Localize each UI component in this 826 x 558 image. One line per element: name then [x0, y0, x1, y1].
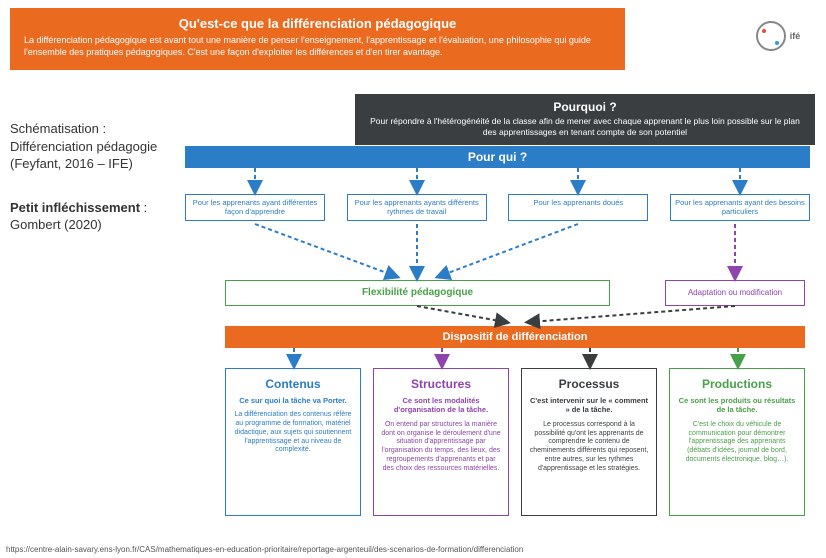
column-title: Processus: [528, 377, 650, 392]
column-subtitle: Ce sont les modalités d'organisation de …: [380, 396, 502, 415]
pourquoi-box: Pourquoi ? Pour répondre à l'hétérogénéi…: [355, 94, 815, 145]
pourquoi-title: Pourquoi ?: [365, 100, 805, 114]
column-subtitle: Ce sont les produits ou résultats de la …: [676, 396, 798, 415]
columns-row: Contenus Ce sur quoi la tâche va Porter.…: [225, 368, 805, 516]
column-subtitle: C'est intervenir sur le « comment » de l…: [528, 396, 650, 415]
arrow-box0-flex: [255, 224, 395, 276]
header-subtitle: La différenciation pédagogique est avant…: [24, 35, 611, 58]
pourqui-bar: Pour qui ?: [185, 146, 810, 168]
ife-logo-circle-icon: [756, 21, 786, 51]
column-body: On entend par structures la manière dont…: [380, 421, 502, 474]
column-productions: Productions Ce sont les produits ou résu…: [669, 368, 805, 516]
arrow-flex-device: [417, 306, 505, 322]
learner-box-3: Pour les apprenants ayant des besoins pa…: [670, 194, 810, 221]
left-line-2: Différenciation pédagogie: [10, 138, 175, 156]
ife-logo: ifé: [748, 16, 808, 56]
left-line-1: Schématisation :: [10, 120, 175, 138]
column-body: C'est le choix du véhicule de communicat…: [676, 421, 798, 465]
arrow-adapt-device: [530, 306, 735, 322]
footer-url: https://centre-alain-savary.ens-lyon.fr/…: [6, 545, 523, 554]
dispositif-bar: Dispositif de différenciation: [225, 326, 805, 348]
learner-box-0: Pour les apprenants ayant différentes fa…: [185, 194, 325, 221]
header-banner: Qu'est-ce que la différenciation pédagog…: [10, 8, 625, 70]
column-contenus: Contenus Ce sur quoi la tâche va Porter.…: [225, 368, 361, 516]
column-subtitle: Ce sur quoi la tâche va Porter.: [232, 396, 354, 405]
slide: Qu'est-ce que la différenciation pédagog…: [0, 0, 826, 558]
left-line-5: Gombert (2020): [10, 216, 175, 234]
adaptation-box: Adaptation ou modification: [665, 280, 805, 306]
left-bold: Petit infléchissement: [10, 200, 140, 215]
left-caption: Schématisation : Différenciation pédagog…: [10, 120, 175, 234]
learners-row: Pour les apprenants ayant différentes fa…: [185, 194, 810, 221]
flexibilite-box: Flexibilité pédagogique: [225, 280, 610, 306]
column-title: Productions: [676, 377, 798, 392]
column-title: Contenus: [232, 377, 354, 392]
column-body: Le processus correspond à la possibilité…: [528, 421, 650, 474]
ife-logo-text: ifé: [790, 31, 801, 41]
learner-box-1: Pour les apprenants ayants différents ry…: [347, 194, 487, 221]
header-title: Qu'est-ce que la différenciation pédagog…: [24, 16, 611, 31]
arrow-box2-flex: [440, 224, 578, 276]
column-body: La différenciation des contenus réfère a…: [232, 411, 354, 455]
left-colon: :: [140, 200, 147, 215]
column-structures: Structures Ce sont les modalités d'organ…: [373, 368, 509, 516]
left-line-3: (Feyfant, 2016 – IFE): [10, 155, 175, 173]
column-processus: Processus C'est intervenir sur le « comm…: [521, 368, 657, 516]
pourquoi-text: Pour répondre à l'hétérogénéité de la cl…: [365, 116, 805, 137]
column-title: Structures: [380, 377, 502, 392]
learner-box-2: Pour les apprenants doués: [508, 194, 648, 221]
